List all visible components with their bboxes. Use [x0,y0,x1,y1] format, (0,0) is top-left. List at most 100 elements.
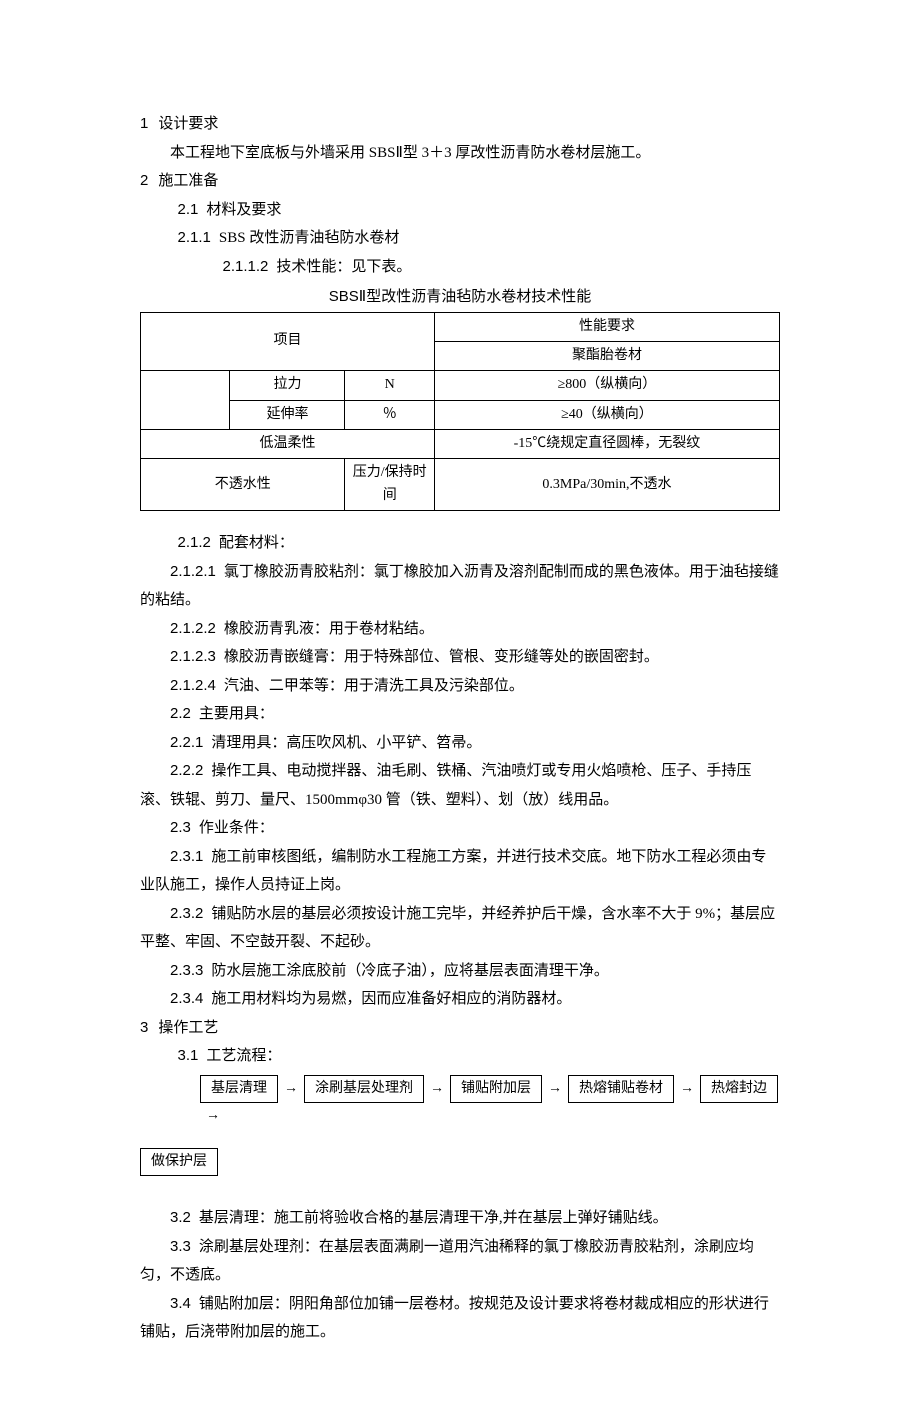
num: 2.3.4 [170,990,203,1007]
table-cell: -15℃绕规定直径圆棒，无裂纹 [434,430,779,459]
section-2-1-1-num: 2.1.1 [178,229,211,246]
section-2-1-1-2-num: 2.1.1.2 [223,258,269,275]
arrow-icon: → [548,1076,562,1103]
text: 铺贴防水层的基层必须按设计施工完毕，并经养护后干燥，含水率不大于 9%；基层应平… [140,906,775,951]
num: 2.3.3 [170,962,203,979]
num: 2.1.2.3 [170,648,216,665]
flow-step-1: 基层清理 [200,1075,278,1103]
p-2123: 2.1.2.3 橡胶沥青嵌缝膏：用于特殊部位、管根、变形缝等处的嵌固密封。 [140,643,780,672]
section-2-2: 2.2 主要用具： [140,700,780,729]
section-2-1-1-2: 2.1.1.2 技术性能：见下表。 [140,253,780,282]
num: 2.3.2 [170,905,203,922]
table-header-req: 性能要求 [434,312,779,341]
section-1-number: 1 [140,115,148,132]
table-cell: 不透水性 [141,459,345,511]
p-34: 3.4铺贴附加层：阴阳角部位加铺一层卷材。按规范及设计要求将卷材裁成相应的形状进… [140,1290,780,1347]
section-3-1: 3.1 工艺流程： [140,1042,780,1071]
title: 配套材料： [219,535,294,551]
flow-step-6: 做保护层 [140,1148,218,1176]
section-1-heading: 1 设计要求 [140,110,780,139]
section-2-1-title: 材料及要求 [206,202,281,218]
table-cell: 压力/保持时间 [345,459,434,511]
table-title: SBSⅡ型改性沥青油毡防水卷材技术性能 [140,283,780,312]
flow-row-2: 做保护层 [140,1148,780,1176]
p-221: 2.2.1 清理用具：高压吹风机、小平铲、笤帚。 [140,729,780,758]
text: 施工用材料均为易燃，因而应准备好相应的消防器材。 [211,991,571,1007]
p-2122: 2.1.2.2 橡胶沥青乳液：用于卷材粘结。 [140,615,780,644]
flow-step-3: 铺贴附加层 [450,1075,542,1103]
table-row: 不透水性 压力/保持时间 0.3MPa/30min,不透水 [141,459,780,511]
section-2-1-1-2-title: 技术性能：见下表。 [276,259,411,275]
text: 施工前审核图纸，编制防水工程施工方案，并进行技术交底。地下防水工程必须由专业队施… [140,849,766,894]
flow-step-5: 热熔封边 [700,1075,778,1103]
section-2-heading: 2施工准备 [140,167,780,196]
table-header-item: 项目 [141,312,435,371]
num: 2.2.1 [170,734,203,751]
table-cell: N [345,371,434,400]
section-3-heading: 3 操作工艺 [140,1014,780,1043]
p-2124: 2.1.2.4 汽油、二甲苯等：用于清洗工具及污染部位。 [140,672,780,701]
num: 2.1.2.2 [170,620,216,637]
section-3-title: 操作工艺 [158,1019,218,1036]
title: 主要用具： [199,706,274,722]
p-233: 2.3.3 防水层施工涂底胶前（冷底子油），应将基层表面清理干净。 [140,957,780,986]
arrow-icon: → [680,1076,694,1103]
text: 汽油、二甲苯等：用于清洗工具及污染部位。 [224,678,524,694]
table-row: 低温柔性 -15℃绕规定直径圆棒，无裂纹 [141,430,780,459]
num: 3.4 [170,1295,191,1312]
section-2-title: 施工准备 [158,172,218,189]
num: 2.1.2.4 [170,677,216,694]
section-1-text: 本工程地下室底板与外墙采用 SBSⅡ型 3＋3 厚改性沥青防水卷材层施工。 [140,139,780,168]
num: 2.1.2 [178,534,211,551]
table-cell: 低温柔性 [141,430,435,459]
num: 2.3.1 [170,848,203,865]
arrow-icon: → [284,1076,298,1103]
section-2-1-1: 2.1.1 SBS 改性沥青油毡防水卷材 [140,224,780,253]
flow-step-4: 热熔铺贴卷材 [568,1075,674,1103]
table-row: 拉力 N ≥800（纵横向） [141,371,780,400]
num: 2.2.2 [170,762,203,779]
spec-table: 项目 性能要求 聚酯胎卷材 拉力 N ≥800（纵横向） 延伸率 ％ ≥40（纵… [140,312,780,512]
num: 3.3 [170,1238,191,1255]
text: 橡胶沥青嵌缝膏：用于特殊部位、管根、变形缝等处的嵌固密封。 [224,649,659,665]
p-33: 3.3涂刷基层处理剂：在基层表面满刷一道用汽油稀释的氯丁橡胶沥青胶粘剂，涂刷应均… [140,1233,780,1290]
text: 氯丁橡胶沥青胶粘剂：氯丁橡胶加入沥青及溶剂配制而成的黑色液体。用于油毡接缝的粘结… [140,564,779,609]
section-2-1-2: 2.1.2 配套材料： [140,529,780,558]
table-header-type: 聚酯胎卷材 [434,341,779,370]
table-row: 延伸率 ％ ≥40（纵横向） [141,400,780,429]
title: 工艺流程： [206,1048,281,1064]
table-cell: ≥40（纵横向） [434,400,779,429]
table-cell: 延伸率 [230,400,345,429]
table-cell: 拉力 [230,371,345,400]
text: 铺贴附加层：阴阳角部位加铺一层卷材。按规范及设计要求将卷材裁成相应的形状进行铺贴… [140,1296,769,1341]
num: 2.2 [170,705,191,722]
num: 3.1 [178,1047,199,1064]
text: 涂刷基层处理剂：在基层表面满刷一道用汽油稀释的氯丁橡胶沥青胶粘剂，涂刷应均匀，不… [140,1239,754,1284]
table-row: 项目 性能要求 [141,312,780,341]
section-1-title: 设计要求 [158,115,218,132]
num: 3.2 [170,1209,191,1226]
arrow-icon: → [430,1076,444,1103]
text: 清理用具：高压吹风机、小平铲、笤帚。 [211,735,481,751]
p-234: 2.3.4 施工用材料均为易燃，因而应准备好相应的消防器材。 [140,985,780,1014]
section-2-1-num: 2.1 [178,201,199,218]
arrow-icon: → [206,1103,220,1130]
section-2-1-1-title: SBS 改性沥青油毡防水卷材 [219,230,399,246]
table-cell: 0.3MPa/30min,不透水 [434,459,779,511]
text: 橡胶沥青乳液：用于卷材粘结。 [224,621,434,637]
table-cell: ％ [345,400,434,429]
table-cell: ≥800（纵横向） [434,371,779,400]
p-2121: 2.1.2.1氯丁橡胶沥青胶粘剂：氯丁橡胶加入沥青及溶剂配制而成的黑色液体。用于… [140,558,780,615]
num: 2.3 [170,819,191,836]
flow-row-1: 基层清理 → 涂刷基层处理剂 → 铺贴附加层 → 热熔铺贴卷材 → 热熔封边 → [200,1075,780,1130]
flowchart: 基层清理 → 涂刷基层处理剂 → 铺贴附加层 → 热熔铺贴卷材 → 热熔封边 → [140,1075,780,1130]
p-231: 2.3.1施工前审核图纸，编制防水工程施工方案，并进行技术交底。地下防水工程必须… [140,843,780,900]
section-3-number: 3 [140,1019,148,1036]
text: 防水层施工涂底胶前（冷底子油），应将基层表面清理干净。 [211,963,609,979]
p-222: 2.2.2操作工具、电动搅拌器、油毛刷、铁桶、汽油喷灯或专用火焰喷枪、压子、手持… [140,757,780,814]
text: 操作工具、电动搅拌器、油毛刷、铁桶、汽油喷灯或专用火焰喷枪、压子、手持压滚、铁辊… [140,763,751,808]
text: 基层清理：施工前将验收合格的基层清理干净,并在基层上弹好铺贴线。 [199,1210,668,1226]
num: 2.1.2.1 [170,563,216,580]
section-2-3: 2.3作业条件： [140,814,780,843]
section-2-1: 2.1 材料及要求 [140,196,780,225]
